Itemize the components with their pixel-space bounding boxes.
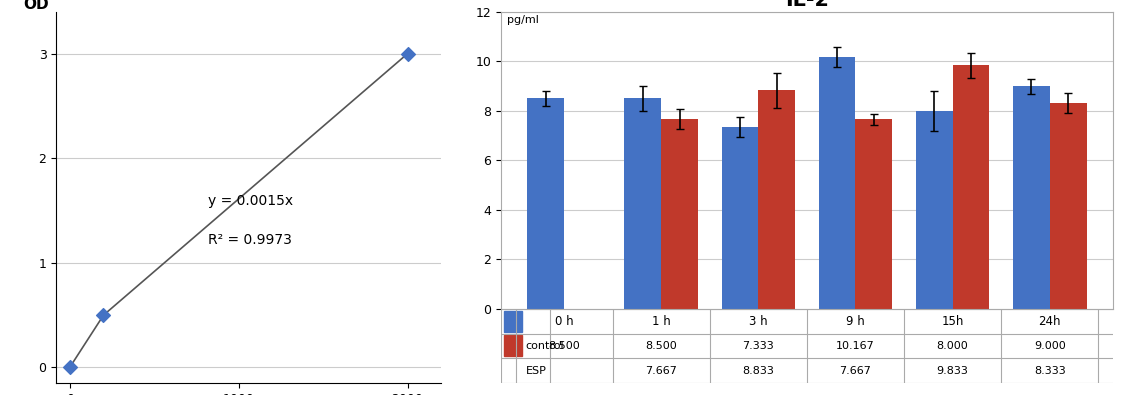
Bar: [625, 98, 661, 309]
Bar: [952, 66, 989, 309]
Point: [399, 51, 417, 57]
Bar: [916, 111, 952, 309]
Text: 15h: 15h: [942, 315, 963, 328]
Text: R² = 0.9973: R² = 0.9973: [208, 233, 292, 247]
Text: control: control: [525, 341, 564, 351]
Text: 8.333: 8.333: [1034, 366, 1066, 376]
Point: [94, 312, 112, 318]
Text: 7.667: 7.667: [645, 366, 678, 376]
Bar: [855, 119, 892, 309]
Bar: [661, 119, 698, 309]
Text: pg/ml: pg/ml: [507, 15, 540, 25]
Text: 9.833: 9.833: [936, 366, 969, 376]
Text: 9 h: 9 h: [846, 315, 864, 328]
Text: 7.667: 7.667: [840, 366, 871, 376]
Text: 9.000: 9.000: [1034, 341, 1066, 351]
Text: 8.000: 8.000: [936, 341, 969, 351]
Bar: [759, 90, 796, 309]
Y-axis label: OD: OD: [22, 0, 48, 12]
Text: y = 0.0015x: y = 0.0015x: [208, 194, 293, 208]
Bar: [722, 127, 759, 309]
Text: ESP: ESP: [525, 366, 546, 376]
Text: 0 h: 0 h: [555, 315, 573, 328]
Bar: [1050, 103, 1087, 309]
Text: 3 h: 3 h: [749, 315, 768, 328]
Text: 7.333: 7.333: [743, 341, 774, 351]
FancyBboxPatch shape: [504, 311, 522, 332]
Bar: [1013, 86, 1050, 309]
Bar: [818, 57, 855, 309]
Point: [61, 364, 79, 371]
Text: 10.167: 10.167: [836, 341, 874, 351]
FancyBboxPatch shape: [504, 335, 522, 356]
Text: 8.500: 8.500: [549, 341, 580, 351]
Text: 8.500: 8.500: [645, 341, 677, 351]
Bar: [527, 98, 564, 309]
Text: 24h: 24h: [1039, 315, 1061, 328]
Text: 1 h: 1 h: [652, 315, 671, 328]
Title: IL-2: IL-2: [785, 0, 828, 10]
Text: 8.833: 8.833: [743, 366, 774, 376]
